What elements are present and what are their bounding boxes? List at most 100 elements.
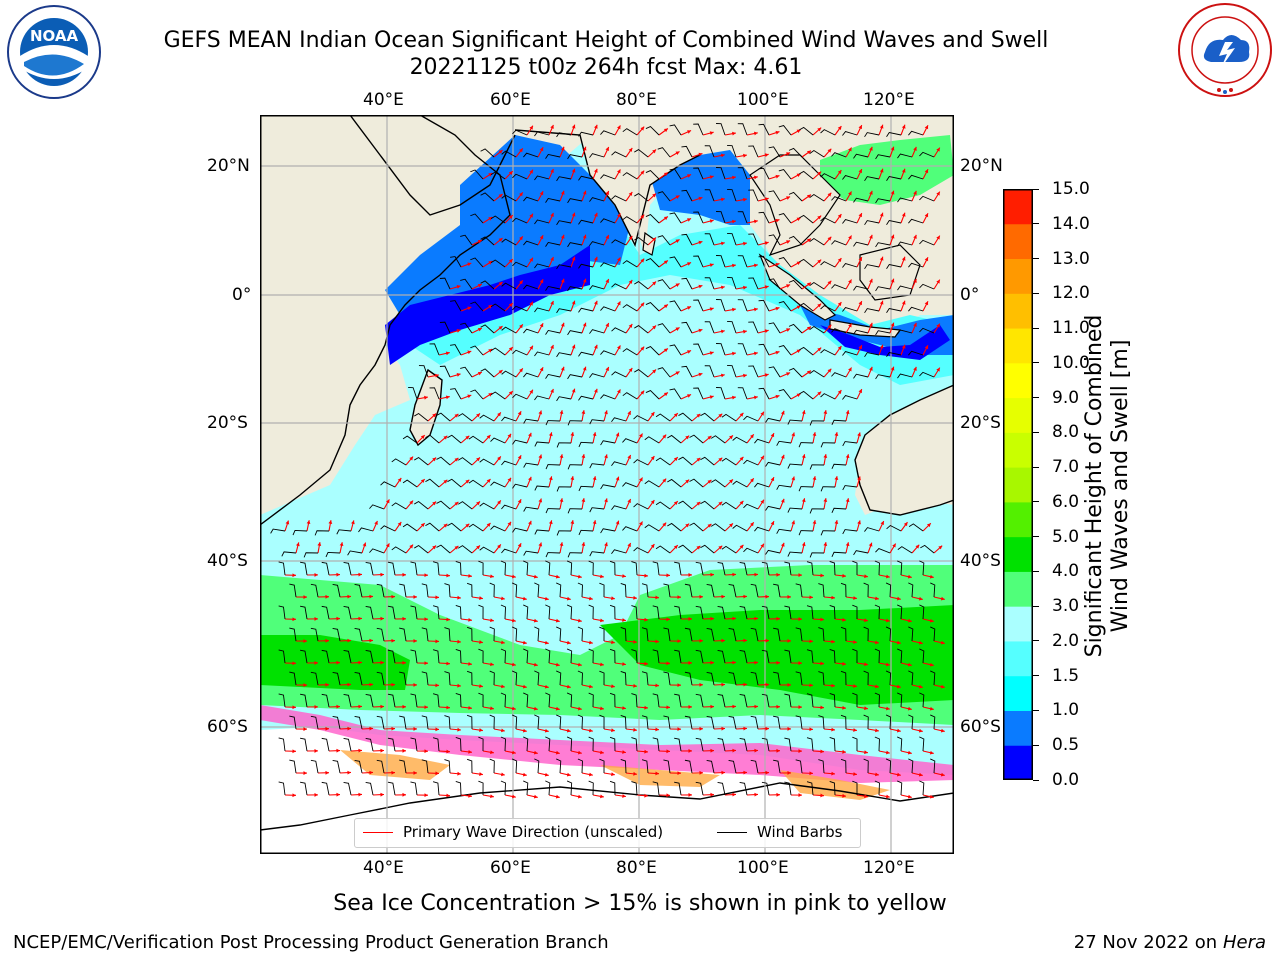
wind-barb	[490, 171, 506, 180]
wave-arrow-head	[754, 572, 758, 577]
sea-ice-pink-edge	[260, 705, 954, 783]
wave-arrow-head	[577, 750, 582, 755]
lon-top-label-80e: 80°E	[616, 90, 657, 110]
wave-arrow-head	[577, 618, 582, 623]
wave-arrow-head	[592, 476, 597, 481]
wind-barb	[732, 480, 748, 488]
wave-arrow-head	[374, 520, 378, 525]
wind-barb	[534, 714, 540, 730]
wave-arrow-head	[539, 235, 544, 240]
wind-barb	[534, 263, 550, 269]
wave-arrow-head	[885, 706, 890, 711]
wind-barb	[919, 560, 925, 576]
wind-barb	[908, 174, 924, 180]
wave-arrow-head	[424, 749, 428, 754]
wave-arrow-head	[592, 520, 597, 525]
wave-arrow-head	[605, 323, 609, 328]
wave-arrow-head	[435, 639, 439, 644]
wind-barb	[425, 478, 440, 488]
wave-arrow-head	[796, 173, 801, 178]
wind-barb	[748, 145, 759, 158]
wave-arrow-head	[764, 285, 769, 290]
wind-barb	[478, 780, 484, 796]
wind-barb	[788, 323, 803, 334]
colorbar-tick-mark	[1033, 536, 1039, 538]
wave-arrow-head	[577, 574, 582, 579]
wind-barb	[387, 649, 396, 664]
wave-arrow-head	[687, 262, 692, 266]
wind-barb	[545, 692, 551, 708]
wind-barb	[695, 605, 704, 620]
wave-arrow-head	[604, 454, 608, 459]
wave-arrow-head	[528, 476, 532, 481]
wind-barb	[704, 189, 715, 202]
wind-barb	[332, 627, 341, 642]
wind-barb	[748, 189, 759, 202]
wave-arrow-head	[650, 412, 655, 417]
wave-arrow-head	[688, 617, 692, 621]
wind-barb	[842, 485, 858, 491]
wind-barb	[478, 648, 484, 664]
wave-arrow-head	[380, 572, 384, 577]
wave-arrow-head	[539, 147, 544, 152]
wind-barb	[634, 369, 649, 378]
wind-barb	[480, 324, 495, 334]
wave-arrow-head	[605, 279, 609, 284]
wind-barb	[681, 145, 693, 158]
wave-arrow-head	[456, 329, 461, 333]
wave-arrow-head	[699, 638, 703, 643]
wind-barb	[820, 261, 836, 268]
wave-arrow-head	[890, 146, 895, 151]
wind-barb	[765, 461, 781, 467]
wind-barb	[501, 548, 517, 554]
wind-barb	[439, 277, 451, 290]
wind-barb	[578, 395, 594, 401]
wind-barb	[641, 627, 649, 642]
wave-arrow-head	[511, 750, 516, 755]
wave-arrow-head	[600, 574, 604, 579]
wave-arrow-head	[698, 284, 703, 289]
wind-barb	[684, 715, 693, 730]
wave-arrow-head	[842, 661, 846, 666]
wind-barb	[391, 502, 407, 510]
wind-barb	[657, 191, 671, 202]
wave-arrow-head	[929, 794, 934, 799]
wind-barb	[365, 737, 374, 752]
wave-arrow-head	[594, 300, 598, 305]
wave-arrow-head	[721, 638, 725, 643]
wind-barb	[863, 714, 869, 730]
wave-arrow-head	[402, 704, 406, 709]
wind-barb	[479, 502, 495, 510]
wind-barb	[480, 368, 495, 378]
wave-arrow-head	[858, 213, 862, 218]
wind-barb	[566, 560, 573, 576]
wind-barb	[674, 737, 682, 752]
colorbar-tick-label: 7.0	[1052, 457, 1080, 478]
wave-arrow-head	[806, 150, 811, 155]
wind-barb	[523, 418, 539, 424]
wind-barb	[512, 349, 528, 356]
wind-barb	[795, 759, 803, 774]
wind-barb	[622, 526, 638, 532]
colorbar-tick-label: 11.0	[1052, 318, 1090, 339]
wind-barb	[820, 486, 836, 492]
wave-arrow-head	[479, 640, 483, 644]
wave-arrow-head	[880, 521, 884, 526]
wind-barb	[674, 781, 682, 796]
wave-arrow-head	[710, 792, 714, 797]
colorbar-tick-mark	[1033, 709, 1039, 711]
wind-barb	[578, 307, 594, 313]
wind-barb	[490, 525, 506, 532]
wind-barb	[809, 149, 825, 158]
wave-arrow-head	[339, 542, 344, 547]
wind-barb	[436, 544, 451, 554]
wind-barb	[566, 648, 573, 664]
wave-arrow-head	[842, 749, 846, 754]
wind-barb	[727, 321, 737, 334]
wind-barb	[864, 352, 880, 358]
wind-barb	[919, 692, 925, 708]
wind-barb	[600, 218, 616, 224]
wind-barb	[885, 714, 892, 730]
wave-arrow-head	[675, 239, 680, 243]
wind-barb	[930, 626, 936, 642]
